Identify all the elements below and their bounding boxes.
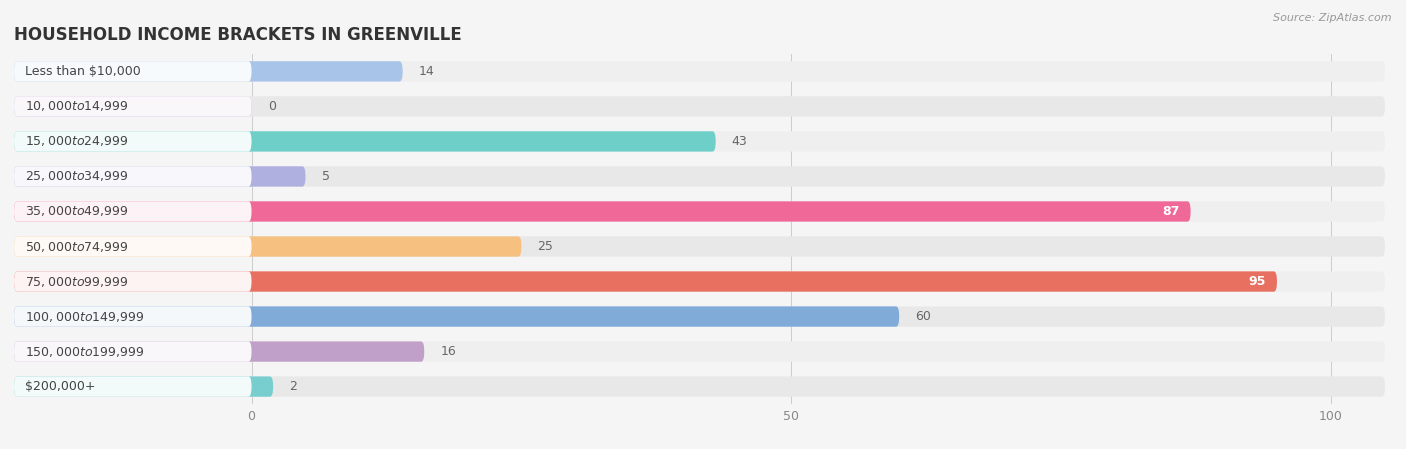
Text: $25,000 to $34,999: $25,000 to $34,999 — [25, 169, 128, 184]
Text: $15,000 to $24,999: $15,000 to $24,999 — [25, 134, 128, 149]
Text: $150,000 to $199,999: $150,000 to $199,999 — [25, 344, 145, 359]
Text: 0: 0 — [267, 100, 276, 113]
FancyBboxPatch shape — [14, 166, 252, 187]
Text: $10,000 to $14,999: $10,000 to $14,999 — [25, 99, 128, 114]
FancyBboxPatch shape — [14, 166, 305, 187]
Text: 2: 2 — [290, 380, 297, 393]
FancyBboxPatch shape — [14, 131, 716, 152]
FancyBboxPatch shape — [14, 341, 425, 362]
FancyBboxPatch shape — [14, 271, 1277, 292]
FancyBboxPatch shape — [14, 306, 1385, 327]
FancyBboxPatch shape — [14, 376, 1385, 397]
FancyBboxPatch shape — [14, 341, 1385, 362]
Text: HOUSEHOLD INCOME BRACKETS IN GREENVILLE: HOUSEHOLD INCOME BRACKETS IN GREENVILLE — [14, 26, 461, 44]
FancyBboxPatch shape — [14, 306, 900, 327]
FancyBboxPatch shape — [14, 131, 1385, 152]
FancyBboxPatch shape — [14, 166, 1385, 187]
FancyBboxPatch shape — [14, 271, 1385, 292]
FancyBboxPatch shape — [14, 236, 252, 257]
FancyBboxPatch shape — [14, 236, 1385, 257]
FancyBboxPatch shape — [14, 201, 1385, 222]
FancyBboxPatch shape — [14, 236, 522, 257]
Text: 16: 16 — [440, 345, 456, 358]
FancyBboxPatch shape — [14, 376, 252, 397]
Text: 14: 14 — [419, 65, 434, 78]
FancyBboxPatch shape — [14, 96, 252, 117]
FancyBboxPatch shape — [14, 96, 1385, 117]
FancyBboxPatch shape — [14, 131, 252, 152]
FancyBboxPatch shape — [14, 201, 252, 222]
FancyBboxPatch shape — [14, 376, 273, 397]
Text: 25: 25 — [537, 240, 554, 253]
Text: 43: 43 — [733, 135, 748, 148]
Text: 60: 60 — [915, 310, 931, 323]
Text: $35,000 to $49,999: $35,000 to $49,999 — [25, 204, 128, 219]
Text: 5: 5 — [322, 170, 329, 183]
FancyBboxPatch shape — [14, 201, 1191, 222]
Text: 95: 95 — [1249, 275, 1267, 288]
Text: 87: 87 — [1163, 205, 1180, 218]
FancyBboxPatch shape — [14, 271, 252, 292]
FancyBboxPatch shape — [14, 341, 252, 362]
FancyBboxPatch shape — [14, 61, 1385, 82]
FancyBboxPatch shape — [14, 306, 252, 327]
Text: Less than $10,000: Less than $10,000 — [25, 65, 141, 78]
Text: Source: ZipAtlas.com: Source: ZipAtlas.com — [1274, 13, 1392, 23]
Text: $75,000 to $99,999: $75,000 to $99,999 — [25, 274, 128, 289]
Text: $100,000 to $149,999: $100,000 to $149,999 — [25, 309, 145, 324]
Text: $50,000 to $74,999: $50,000 to $74,999 — [25, 239, 128, 254]
FancyBboxPatch shape — [14, 61, 402, 82]
Text: $200,000+: $200,000+ — [25, 380, 96, 393]
FancyBboxPatch shape — [14, 96, 252, 117]
FancyBboxPatch shape — [14, 61, 252, 82]
